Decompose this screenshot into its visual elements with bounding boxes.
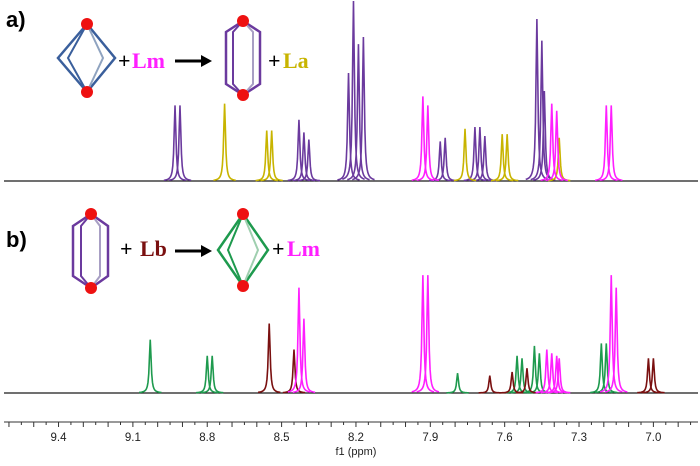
node-icon <box>85 282 97 294</box>
panel-label-a: a) <box>6 7 26 32</box>
node-icon <box>237 280 249 292</box>
peak-b-cage_b-1 <box>196 355 219 394</box>
tick-label: 9.1 <box>125 432 141 444</box>
peak-a-cage_a-8 <box>337 72 360 181</box>
node-icon <box>81 18 93 30</box>
peak-a-cage_a-6 <box>347 44 370 181</box>
peak-b-Lm-3 <box>416 275 440 393</box>
peak-a-La-0 <box>213 103 236 182</box>
tick-label: 8.8 <box>199 432 215 444</box>
peak-a-La-4 <box>490 134 514 182</box>
peak-b-cage_b-8 <box>590 343 613 394</box>
peak-b-cage_b-9 <box>595 343 618 394</box>
peak-b-Lm-1 <box>292 318 316 394</box>
arrow-icon <box>175 245 212 257</box>
node-icon <box>237 89 249 101</box>
peak-a-Lm-1 <box>416 105 440 182</box>
tick-label: 7.9 <box>422 432 438 444</box>
peak-a-cage_a-11 <box>463 126 487 182</box>
tick-label: 9.4 <box>51 432 68 444</box>
tick-label: 7.3 <box>571 432 587 444</box>
peak-b-Lb-5 <box>637 358 660 394</box>
plus-sign: + <box>268 48 281 73</box>
tick-label: 8.5 <box>274 432 290 444</box>
peak-b-Lb-0 <box>257 323 281 394</box>
peak-a-La-3 <box>453 128 477 182</box>
peak-a-cage_a-14 <box>525 18 549 181</box>
peak-b-Lm-5 <box>540 353 563 394</box>
panel-label-b: b) <box>6 227 27 252</box>
peak-b-Lb-6 <box>642 358 665 394</box>
peak-a-cage_a-5 <box>342 0 365 180</box>
scheme-b: + Lb + Lm <box>71 208 320 294</box>
peak-a-La-1 <box>255 130 278 182</box>
x-axis: 9.4 9.1 8.8 8.5 8.2 7.9 7.6 7.3 7.0 f1 (ppm) <box>4 421 698 458</box>
peak-a-Lm-2 <box>540 103 564 182</box>
peak-a-La-2 <box>260 130 283 182</box>
peak-a-Lm-4 <box>595 105 618 182</box>
peak-b-Lm-7 <box>547 358 571 394</box>
peak-b-Lm-0 <box>287 287 311 393</box>
peak-a-Lm-0 <box>411 96 435 181</box>
peak-a-La-5 <box>495 134 519 182</box>
peak-b-Lb-1 <box>282 349 306 394</box>
plus-sign: + <box>118 48 131 73</box>
green-diamond-cage-icon <box>216 208 270 292</box>
scheme-a: + Lm + La <box>56 15 309 101</box>
ligand-Lm: Lm <box>132 48 165 73</box>
peak-b-Lm-2 <box>411 275 435 393</box>
plus-sign: + <box>272 236 285 261</box>
node-icon <box>81 86 93 98</box>
x-axis-label: f1 (ppm) <box>335 446 376 458</box>
ligand-Lm: Lm <box>287 236 320 261</box>
peak-b-Lm-8 <box>599 275 623 393</box>
peak-a-cage_a-0 <box>163 105 187 182</box>
peak-b-Lb-2 <box>478 375 501 394</box>
peak-a-cage_a-1 <box>168 105 192 182</box>
peak-b-cage_b-2 <box>200 355 224 394</box>
purple-rectangular-cage-icon <box>224 15 262 101</box>
tick-label: 8.2 <box>348 432 364 444</box>
peak-a-Lm-3 <box>545 110 568 182</box>
spectra-layer <box>4 0 698 394</box>
peak-b-cage_b-0 <box>138 339 162 394</box>
peak-b-cage_b-3 <box>446 373 469 394</box>
peak-a-Lm-5 <box>599 105 623 182</box>
blue-diamond-cage-icon <box>56 18 117 98</box>
ligand-La: La <box>283 48 309 73</box>
peak-a-cage_a-16 <box>533 90 556 181</box>
purple-rectangular-cage-icon <box>71 208 110 294</box>
peak-b-Lb-4 <box>515 368 539 394</box>
tick-label: 7.0 <box>645 432 661 444</box>
plus-sign: + <box>120 236 133 261</box>
peak-a-cage_a-4 <box>297 139 321 182</box>
ligand-Lb: Lb <box>140 236 167 261</box>
peak-b-Lm-9 <box>604 287 628 393</box>
tick-label: 7.6 <box>497 432 513 444</box>
peak-a-cage_a-3 <box>292 132 316 182</box>
node-icon <box>237 208 249 220</box>
peak-a-cage_a-2 <box>287 119 311 182</box>
node-icon <box>237 15 249 27</box>
node-icon <box>85 208 97 220</box>
arrow-icon <box>175 55 212 67</box>
